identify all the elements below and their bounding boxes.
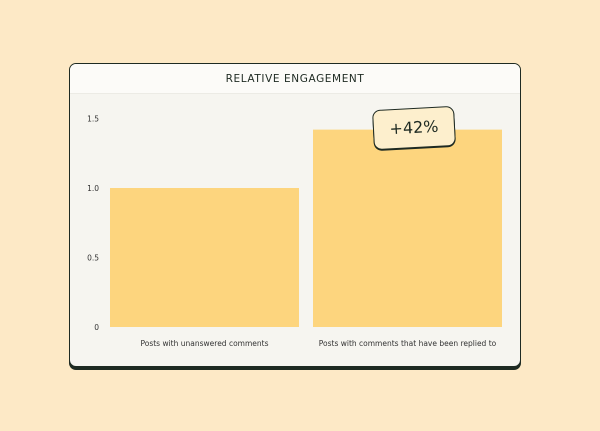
y-tick-label: 0 (94, 323, 99, 332)
y-tick-label: 1.0 (87, 184, 99, 193)
x-category-label: Posts with unanswered comments (140, 339, 268, 348)
bar (110, 188, 299, 327)
y-tick-label: 1.5 (87, 115, 99, 124)
y-tick-label: 0.5 (87, 254, 99, 263)
increase-badge: +42% (372, 105, 456, 151)
x-category-label: Posts with comments that have been repli… (319, 339, 497, 348)
bar (313, 129, 502, 327)
chart-title: RELATIVE ENGAGEMENT (70, 64, 520, 94)
